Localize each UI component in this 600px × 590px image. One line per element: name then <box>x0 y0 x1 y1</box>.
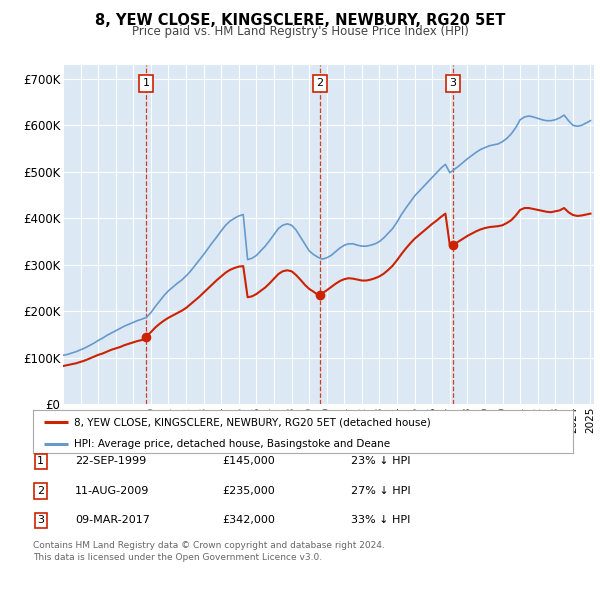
Text: 3: 3 <box>449 78 457 88</box>
Text: 1: 1 <box>142 78 149 88</box>
Text: 23% ↓ HPI: 23% ↓ HPI <box>351 457 410 466</box>
Text: HPI: Average price, detached house, Basingstoke and Deane: HPI: Average price, detached house, Basi… <box>74 438 389 448</box>
Text: 33% ↓ HPI: 33% ↓ HPI <box>351 516 410 525</box>
Text: 22-SEP-1999: 22-SEP-1999 <box>75 457 146 466</box>
Text: 8, YEW CLOSE, KINGSCLERE, NEWBURY, RG20 5ET (detached house): 8, YEW CLOSE, KINGSCLERE, NEWBURY, RG20 … <box>74 417 430 427</box>
Text: 1: 1 <box>37 457 44 466</box>
Text: This data is licensed under the Open Government Licence v3.0.: This data is licensed under the Open Gov… <box>33 553 322 562</box>
Text: 2: 2 <box>37 486 44 496</box>
Text: 11-AUG-2009: 11-AUG-2009 <box>75 486 149 496</box>
Text: £342,000: £342,000 <box>222 516 275 525</box>
Text: 2: 2 <box>316 78 323 88</box>
Text: 8, YEW CLOSE, KINGSCLERE, NEWBURY, RG20 5ET: 8, YEW CLOSE, KINGSCLERE, NEWBURY, RG20 … <box>95 13 505 28</box>
Text: 09-MAR-2017: 09-MAR-2017 <box>75 516 150 525</box>
Text: Price paid vs. HM Land Registry's House Price Index (HPI): Price paid vs. HM Land Registry's House … <box>131 25 469 38</box>
Text: £235,000: £235,000 <box>222 486 275 496</box>
Text: 3: 3 <box>37 516 44 525</box>
Text: £145,000: £145,000 <box>222 457 275 466</box>
Text: Contains HM Land Registry data © Crown copyright and database right 2024.: Contains HM Land Registry data © Crown c… <box>33 541 385 550</box>
Text: 27% ↓ HPI: 27% ↓ HPI <box>351 486 410 496</box>
